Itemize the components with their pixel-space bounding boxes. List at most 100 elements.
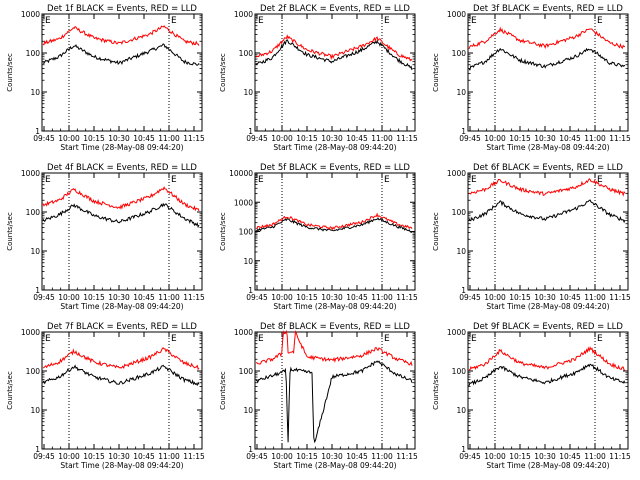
x-axis-label: Start Time (28-May-08 09:44:20)	[60, 143, 183, 152]
x-tick-label: 11:00	[584, 452, 606, 461]
x-tick-label: 10:00	[271, 452, 293, 461]
event-marker-label: E	[171, 175, 177, 185]
series-line-lld	[42, 186, 200, 212]
series-line-events	[42, 364, 200, 387]
y-tick-label: 1	[248, 286, 253, 295]
panel-title: Det 4f BLACK = Events, RED = LLD	[47, 163, 197, 173]
x-tick-label: 10:30	[534, 293, 556, 302]
y-tick-label: 10	[243, 257, 253, 266]
panel-4: Det 4f BLACK = Events, RED = LLD 1 10 100 10…	[6, 163, 205, 311]
y-tick-label: 1000	[21, 328, 40, 337]
x-tick-label: 09:45	[246, 452, 268, 461]
y-tick-label: 1000	[234, 328, 253, 337]
series-line-lld	[255, 212, 413, 231]
x-tick-label: 10:45	[559, 452, 581, 461]
y-tick-label: 1	[35, 127, 40, 136]
panel-title: Det 6f BLACK = Events, RED = LLD	[473, 163, 623, 173]
x-tick-label: 10:30	[321, 293, 343, 302]
series-group	[255, 34, 413, 71]
x-tick-label: 10:00	[271, 293, 293, 302]
event-marker-label: E	[171, 16, 177, 26]
panel-2: Det 2f BLACK = Events, RED = LLD 1 10 100 10…	[219, 4, 418, 152]
x-tick-label: 10:45	[346, 452, 368, 461]
x-tick-label: 10:30	[534, 134, 556, 143]
panel-title: Det 1f BLACK = Events, RED = LLD	[47, 4, 197, 14]
y-axis-label: Counts/sec	[219, 371, 227, 410]
y-tick-label: 1	[35, 445, 40, 454]
y-tick-label: 10	[30, 247, 40, 256]
panel-8: Det 8f BLACK = Events, RED = LLD 1 10 100 10…	[219, 322, 418, 470]
y-axis-label: Counts/sec	[432, 53, 440, 92]
series-line-events	[42, 202, 200, 229]
series-line-events	[468, 199, 626, 224]
y-tick-label: 1000	[21, 10, 40, 19]
x-tick-label: 11:00	[371, 293, 393, 302]
event-marker-label: E	[45, 334, 51, 344]
event-marker-label: E	[597, 16, 603, 26]
x-tick-label: 10:45	[133, 293, 155, 302]
x-tick-label: 10:00	[58, 293, 80, 302]
x-tick-label: 09:45	[246, 134, 268, 143]
y-tick-label: 1000	[447, 169, 466, 178]
series-line-events	[255, 39, 413, 71]
plot-frame	[467, 172, 629, 291]
series-group	[468, 26, 626, 71]
y-tick-label: 10	[456, 406, 466, 415]
y-axis-label: Counts/sec	[6, 53, 14, 92]
y-tick-label: 1	[248, 445, 253, 454]
x-tick-label: 11:15	[396, 134, 418, 143]
event-marker-label: E	[384, 175, 390, 185]
x-tick-label: 10:15	[509, 293, 531, 302]
event-marker-label: E	[258, 16, 264, 26]
y-tick-label: 1000	[234, 10, 253, 19]
series-group	[42, 186, 200, 229]
x-tick-label: 10:30	[108, 452, 130, 461]
y-tick-label: 100	[452, 208, 467, 217]
y-tick-label: 1	[248, 127, 253, 136]
y-tick-label: 100	[26, 208, 41, 217]
x-tick-label: 11:00	[584, 293, 606, 302]
x-axis-label: Start Time (28-May-08 09:44:20)	[273, 143, 396, 152]
series-line-events	[468, 363, 626, 387]
x-tick-label: 10:45	[346, 134, 368, 143]
series-group	[255, 329, 413, 444]
y-tick-label: 10	[456, 88, 466, 97]
y-axis-label: Counts/sec	[432, 212, 440, 251]
event-marker-label: E	[471, 175, 477, 185]
panel-7: Det 7f BLACK = Events, RED = LLD 1 10 100 10…	[6, 322, 205, 470]
x-axis-label: Start Time (28-May-08 09:44:20)	[60, 302, 183, 311]
x-axis-label: Start Time (28-May-08 09:44:20)	[486, 302, 609, 311]
event-marker-label: E	[471, 334, 477, 344]
series-line-lld	[42, 25, 200, 46]
x-tick-label: 10:30	[108, 293, 130, 302]
y-tick-label: 1	[461, 445, 466, 454]
panel-title: Det 7f BLACK = Events, RED = LLD	[47, 322, 197, 332]
event-marker-label: E	[258, 334, 264, 344]
x-tick-label: 10:30	[321, 134, 343, 143]
plot-frame	[41, 13, 203, 132]
x-tick-label: 10:45	[559, 134, 581, 143]
plot-frame	[254, 13, 416, 132]
y-axis-label: Counts/sec	[6, 371, 14, 410]
panel-title: Det 9f BLACK = Events, RED = LLD	[473, 322, 623, 332]
y-tick-label: 100	[239, 49, 254, 58]
y-axis-label: Counts/sec	[432, 371, 440, 410]
y-tick-label: 1000	[21, 169, 40, 178]
x-tick-label: 10:00	[484, 452, 506, 461]
x-tick-label: 10:15	[83, 293, 105, 302]
series-group	[468, 346, 626, 387]
x-tick-label: 10:15	[83, 134, 105, 143]
x-tick-label: 11:00	[158, 134, 180, 143]
x-tick-label: 10:45	[346, 293, 368, 302]
x-tick-label: 10:45	[133, 134, 155, 143]
x-tick-label: 11:00	[584, 134, 606, 143]
panel-9: Det 9f BLACK = Events, RED = LLD 1 10 100 10…	[432, 322, 631, 470]
x-tick-label: 09:45	[246, 293, 268, 302]
x-tick-label: 11:00	[371, 134, 393, 143]
event-marker-label: E	[471, 16, 477, 26]
x-tick-label: 10:15	[296, 293, 318, 302]
y-tick-label: 10	[243, 406, 253, 415]
y-tick-label: 10	[456, 247, 466, 256]
x-tick-label: 10:15	[296, 134, 318, 143]
